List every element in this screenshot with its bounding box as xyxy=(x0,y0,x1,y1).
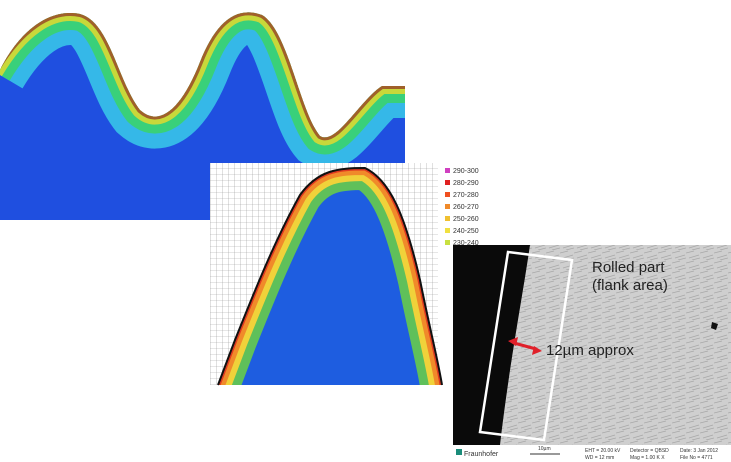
legend-swatch xyxy=(445,216,450,221)
legend-label: 260-270 xyxy=(453,204,479,211)
footer-text: Mag = 1.00 K X xyxy=(630,455,665,461)
footer-text: Detector = QBSD xyxy=(630,448,669,454)
legend-swatch xyxy=(445,180,450,185)
footer-text: File No = 4771 xyxy=(680,455,713,461)
legend-label: 280-290 xyxy=(453,180,479,187)
annotation: 12µm approx xyxy=(546,342,634,359)
footer-text: EHT = 20.00 kV xyxy=(585,448,621,454)
legend-label: 290-300 xyxy=(453,168,479,175)
annotation: Rolled part xyxy=(592,259,665,276)
legend-label: 250-260 xyxy=(453,216,479,223)
footer-text: Date: 3 Jan 2012 xyxy=(680,448,718,454)
legend-swatch xyxy=(445,192,450,197)
legend-swatch xyxy=(445,228,450,233)
legend-swatch xyxy=(445,168,450,173)
annotation: (flank area) xyxy=(592,277,668,294)
sem-image: Rolled part (flank area) 12µm approx Fra… xyxy=(453,245,731,462)
scale-label: 10µm xyxy=(538,446,551,452)
footer-text: WD = 12 mm xyxy=(585,455,614,461)
logo-icon xyxy=(456,449,462,455)
legend-label: 270-280 xyxy=(453,192,479,199)
logo: Fraunhofer xyxy=(464,451,499,458)
collage: 290-300 280-290 270-280 260-270 250-260 … xyxy=(0,0,731,462)
legend-swatch xyxy=(445,240,450,245)
hardness-map-image: 290-300 280-290 270-280 260-270 250-260 … xyxy=(210,163,485,385)
legend-label: 240-250 xyxy=(453,228,479,235)
legend-swatch xyxy=(445,204,450,209)
